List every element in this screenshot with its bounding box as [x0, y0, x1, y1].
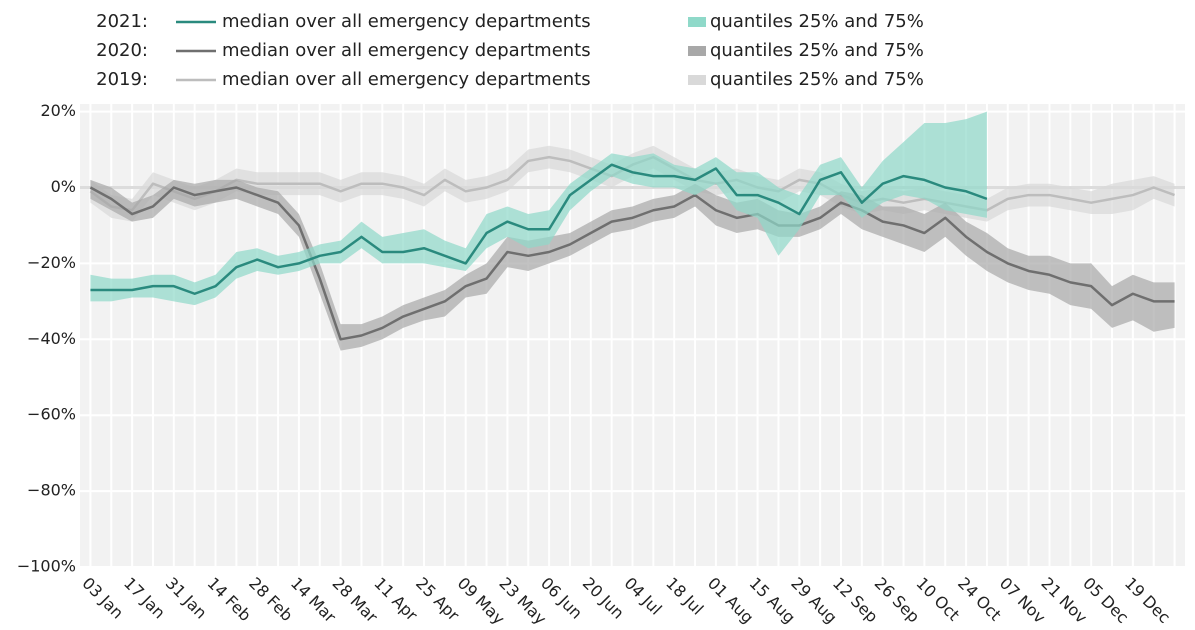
y-tick-label: −40%: [27, 329, 76, 348]
x-tick-label: 28 Mar: [329, 574, 382, 627]
x-tick-label: 04 Jul: [620, 574, 665, 619]
x-tick-label: 25 Apr: [412, 574, 463, 625]
x-tick-label: 01 Aug: [704, 574, 758, 628]
y-tick-label: −100%: [17, 557, 76, 576]
legend-year: 2021:: [96, 11, 148, 32]
x-tick-label: 21 Nov: [1037, 574, 1091, 628]
y-tick-label: −80%: [27, 481, 76, 500]
x-tick-label: 26 Sep: [871, 574, 924, 627]
x-tick-label: 31 Jan: [162, 574, 211, 623]
x-tick-label: 29 Aug: [787, 574, 841, 628]
legend-label: median over all emergency departments: [222, 40, 591, 61]
x-tick-label: 03 Jan: [78, 574, 127, 623]
legend-band-label: quantiles 25% and 75%: [710, 11, 924, 32]
x-tick-label: 11 Apr: [370, 574, 421, 625]
x-tick-label: 14 Mar: [287, 574, 340, 627]
y-tick-label: 20%: [40, 101, 76, 120]
legend-band: [688, 17, 706, 27]
legend-label: median over all emergency departments: [222, 69, 591, 90]
legend-band-label: quantiles 25% and 75%: [710, 69, 924, 90]
x-tick-label: 15 Aug: [746, 574, 800, 628]
legend-band-label: quantiles 25% and 75%: [710, 40, 924, 61]
legend-label: median over all emergency departments: [222, 11, 591, 32]
legend-band: [688, 75, 706, 85]
x-tick-label: 07 Nov: [996, 574, 1050, 628]
y-tick-label: −20%: [27, 253, 76, 272]
y-tick-label: 0%: [51, 177, 76, 196]
x-tick-label: 28 Feb: [245, 574, 296, 625]
x-tick-label: 20 Jun: [579, 574, 628, 623]
x-tick-label: 24 Oct: [954, 574, 1005, 625]
x-tick-label: 05 Dec: [1079, 574, 1132, 627]
x-tick-label: 14 Feb: [204, 574, 255, 625]
legend-band: [688, 46, 706, 56]
legend-year: 2019:: [96, 69, 148, 90]
x-tick-label: 17 Jan: [120, 574, 169, 623]
legend-year: 2020:: [96, 40, 148, 61]
x-tick-label: 19 Dec: [1121, 574, 1174, 627]
median-line: [89, 186, 1175, 341]
x-tick-label: 12 Sep: [829, 574, 882, 627]
median-line: [90, 163, 988, 296]
y-tick-label: −60%: [27, 405, 76, 424]
x-tick-label: 10 Oct: [912, 574, 963, 625]
x-tick-label: 18 Jul: [662, 574, 707, 619]
quantile-band: [90, 179, 1175, 351]
